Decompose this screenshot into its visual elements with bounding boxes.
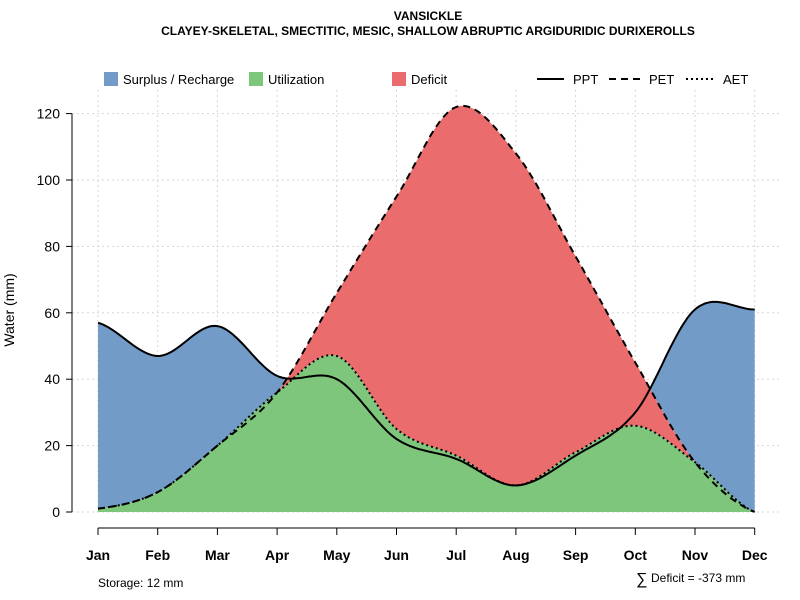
legend-label-utilization: Utilization	[268, 72, 324, 87]
y-tick-label-120: 120	[37, 106, 61, 122]
utilization-area	[98, 355, 755, 512]
y-tick-label-100: 100	[37, 172, 61, 188]
chart-subtitle: CLAYEY-SKELETAL, SMECTITIC, MESIC, SHALL…	[161, 24, 695, 38]
water-balance-areas	[98, 105, 755, 513]
legend-label-ppt: PPT	[573, 72, 598, 87]
y-tick-label-20: 20	[44, 438, 60, 454]
y-tick-label-40: 40	[44, 371, 60, 387]
x-tick-label-Sep: Sep	[563, 547, 589, 563]
x-tick-label-Jun: Jun	[384, 547, 409, 563]
y-tick-label-60: 60	[44, 305, 60, 321]
series-line-aet	[97, 354, 756, 513]
deficit-annotation: Deficit = -373 mm	[651, 571, 745, 585]
deficit-area	[98, 105, 755, 513]
surplus-area	[98, 105, 755, 513]
storage-annotation: Storage: 12 mm	[98, 576, 183, 590]
series-lines	[97, 104, 756, 513]
x-tick-label-Feb: Feb	[145, 547, 170, 563]
y-tick-label-80: 80	[44, 238, 60, 254]
legend-label-deficit: Deficit	[411, 72, 448, 87]
x-tick-label-Dec: Dec	[742, 547, 768, 563]
x-tick-label-Jul: Jul	[446, 547, 466, 563]
legend: Surplus / Recharge Utilization Deficit P…	[104, 72, 748, 87]
legend-label-aet: AET	[723, 72, 748, 87]
chart-title: VANSICKLE	[394, 9, 462, 23]
legend-swatch-utilization	[249, 72, 263, 86]
legend-label-surplus: Surplus / Recharge	[123, 72, 234, 87]
x-tick-label-Aug: Aug	[502, 547, 529, 563]
x-tick-label-Apr: Apr	[265, 547, 290, 563]
deficit-sum-symbol: ∑	[636, 571, 647, 588]
legend-swatch-surplus	[104, 72, 118, 86]
axes: 0 20 40 60 80 100 120 Jan Feb Mar Apr May Jun Jul Aug S…	[37, 106, 768, 563]
x-tick-label-May: May	[323, 547, 350, 563]
legend-label-pet: PET	[649, 72, 674, 87]
x-tick-label-Mar: Mar	[205, 547, 230, 563]
y-axis-label: Water (mm)	[1, 273, 17, 346]
x-tick-label-Oct: Oct	[624, 547, 648, 563]
series-line-ppt	[97, 300, 755, 487]
x-tick-label-Jan: Jan	[86, 547, 110, 563]
legend-swatch-deficit	[392, 72, 406, 86]
x-tick-label-Nov: Nov	[682, 547, 709, 563]
y-tick-label-0: 0	[52, 504, 60, 520]
